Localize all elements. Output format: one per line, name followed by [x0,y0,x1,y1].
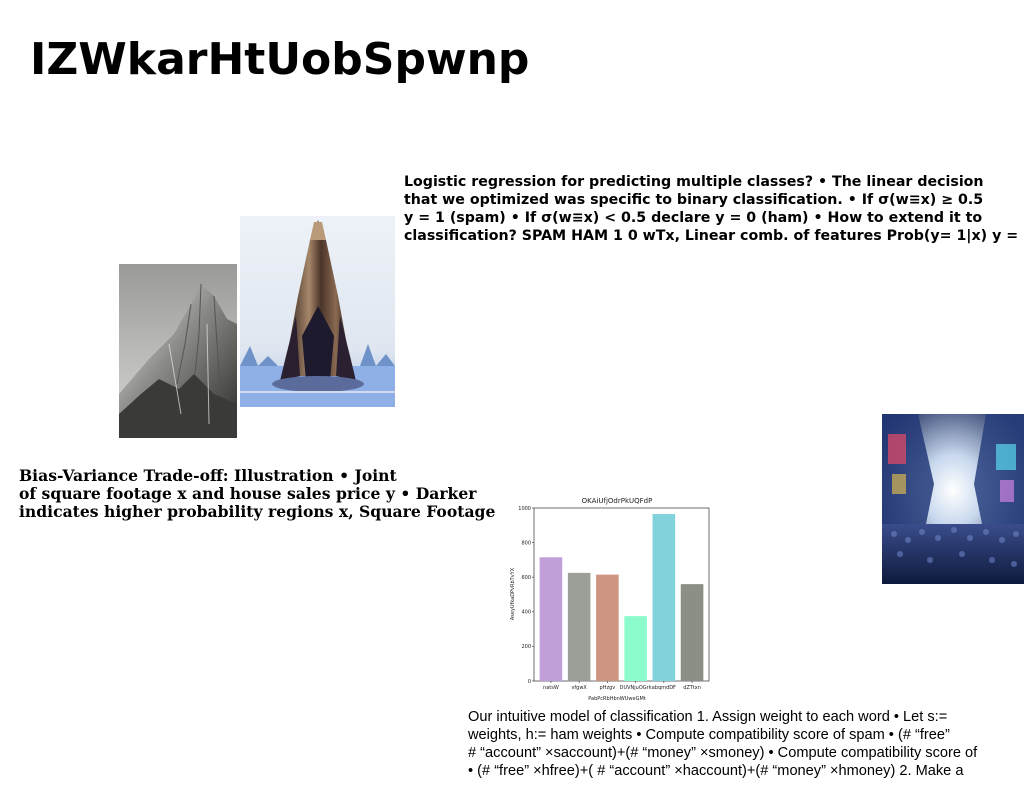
x-tick-label: natsW [543,685,559,691]
logistic-regression-text: Logistic regression for predicting multi… [404,174,1019,244]
bar-dZTtxn [680,584,704,681]
bar-abqmdDF [652,514,676,681]
y-tick-label: 200 [521,644,531,650]
y-tick-label: 400 [521,610,531,616]
rocket-photo-graphic [240,216,395,407]
city-image [882,414,1024,584]
bar-natsW [539,557,563,681]
rocket-image [240,216,395,407]
y-tick-label: 0 [528,679,531,685]
bar-DUVNjuOGrk [624,616,647,681]
chart-ylabel: AseyUfkaDPvRbTvYX [510,567,516,620]
bar-vfgwX [567,572,591,681]
classification-model-text: Our intuitive model of classification 1.… [468,709,978,779]
mountain-photo-graphic [119,264,237,438]
city-photo-graphic [882,414,1024,584]
mountain-image [119,264,237,438]
x-tick-label: pHzgv [600,685,616,691]
chart-title: OKAiUfjOdrPkUQFdP [582,497,653,505]
x-tick-label: abqmdDF [652,685,676,691]
x-tick-label: dZTtxn [683,685,701,691]
bias-variance-text: Bias-Variance Trade-off: Illustration • … [19,466,496,521]
slide-title: IZWkarHtUobSpwnp [30,34,530,85]
bar-pHzgv [596,574,619,681]
x-tick-label: vfgwX [571,685,587,691]
chart-plot-area: 0 200 400 600 800 1000 natsW vfgwX pHzgv DUVNjuOG… [518,506,710,691]
x-tick-label: DUVNjuOGrk [620,685,652,691]
y-tick-label: 600 [521,575,531,581]
y-tick-label: 800 [521,540,531,546]
chart-frame [533,507,710,682]
bar-chart: OKAiUfjOdrPkUQFdP 0 200 400 600 800 1000 natsW… [505,492,720,704]
y-tick-label: 1000 [518,506,531,512]
chart-xlabel: PabPcRbHbnWUweGMt [588,696,646,702]
bar-chart-svg: OKAiUfjOdrPkUQFdP 0 200 400 600 800 1000 natsW… [510,497,710,702]
